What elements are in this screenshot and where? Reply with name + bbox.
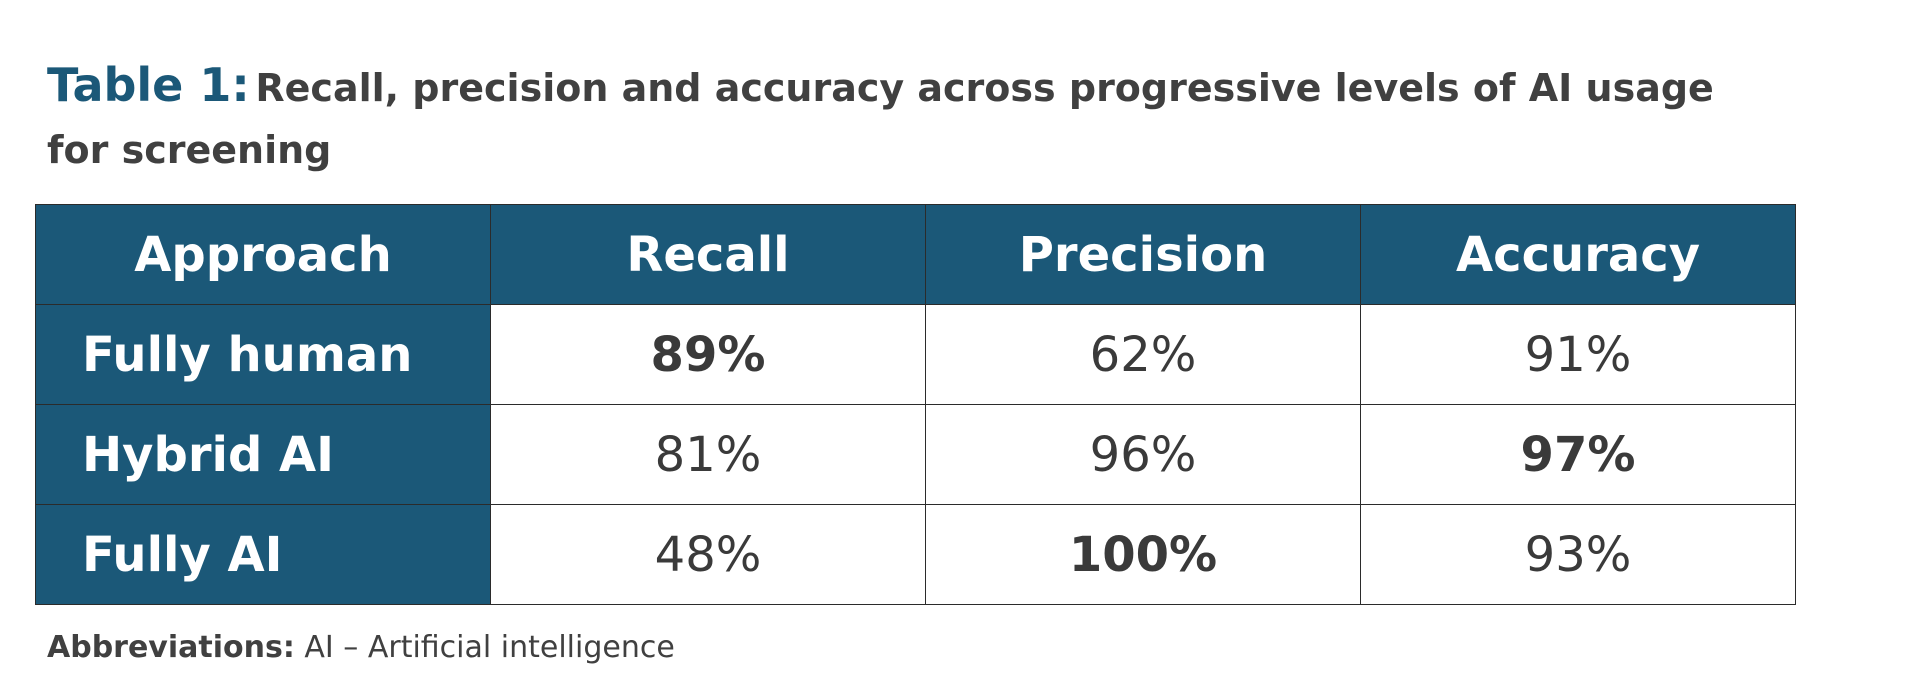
table-title: Table 1: Recall, precision and accuracy … (47, 58, 1747, 185)
column-header-accuracy: Accuracy (1360, 204, 1796, 305)
recall-cell: 81% (490, 404, 926, 505)
table-header-row: Approach Recall Precision Accuracy (35, 204, 1796, 305)
column-header-approach: Approach (35, 204, 491, 305)
table-row: Hybrid AI 81% 96% 97% (35, 404, 1796, 505)
abbreviations-label: Abbreviations: (47, 630, 295, 665)
row-label-fully-ai: Fully AI (35, 504, 491, 605)
recall-cell: 89% (490, 304, 926, 405)
precision-cell: 100% (925, 504, 1361, 605)
recall-cell: 48% (490, 504, 926, 605)
abbreviations-text: AI – Artificial intelligence (304, 630, 675, 665)
row-label-fully-human: Fully human (35, 304, 491, 405)
table-row: Fully AI 48% 100% 93% (35, 504, 1796, 605)
table-row: Fully human 89% 62% 91% (35, 304, 1796, 405)
accuracy-cell: 93% (1360, 504, 1796, 605)
accuracy-cell: 91% (1360, 304, 1796, 405)
column-header-precision: Precision (925, 204, 1361, 305)
results-table: Approach Recall Precision Accuracy Fully… (35, 204, 1796, 605)
table-number: Table 1: (47, 58, 250, 112)
column-header-recall: Recall (490, 204, 926, 305)
table-caption: Recall, precision and accuracy across pr… (47, 66, 1714, 172)
precision-cell: 62% (925, 304, 1361, 405)
abbreviations-note: Abbreviations: AI – Artificial intellige… (47, 630, 675, 665)
accuracy-cell: 97% (1360, 404, 1796, 505)
row-label-hybrid-ai: Hybrid AI (35, 404, 491, 505)
precision-cell: 96% (925, 404, 1361, 505)
